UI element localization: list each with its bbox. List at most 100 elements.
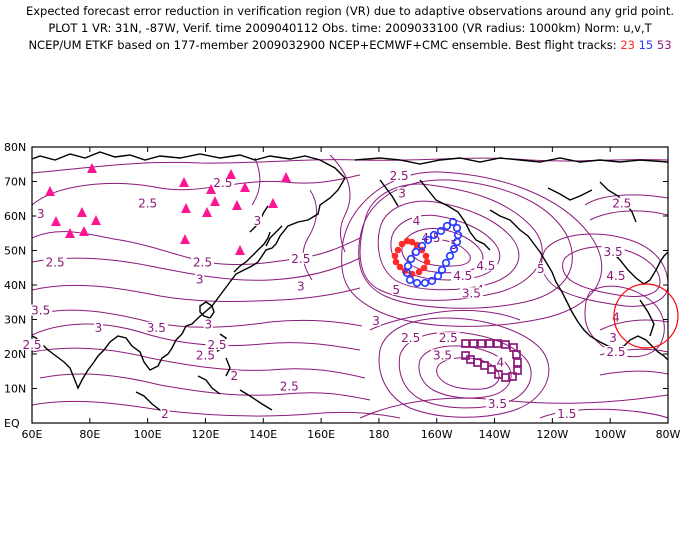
- contour-label: 2.5: [612, 197, 631, 211]
- contour-label-bg: [387, 170, 411, 182]
- lon-tick-label: 100W: [594, 428, 626, 441]
- contour-label-bg: [391, 283, 401, 295]
- contour-label: 2.5: [291, 252, 310, 266]
- contour-label: 3.5: [462, 286, 481, 300]
- map-title-line-1: Expected forecast error reduction in ver…: [25, 4, 675, 18]
- contour-label-bg: [604, 346, 628, 357]
- lon-tick-label: 140W: [479, 428, 511, 441]
- contour-label: 4: [413, 214, 421, 228]
- contour-label-bg: [611, 311, 621, 323]
- lon-tick-label: 140E: [249, 428, 277, 441]
- contour-label-bg: [203, 318, 213, 330]
- contour-label: 4: [612, 311, 620, 325]
- contour-label-bg: [193, 349, 217, 361]
- triangle-marker: [202, 207, 212, 217]
- contour-label-bg: [29, 304, 53, 316]
- contour-label: 3: [254, 214, 262, 228]
- contour-label: 5: [537, 262, 545, 276]
- contour-label: 3: [398, 186, 406, 200]
- contour-label-bg: [459, 287, 483, 299]
- contour-label: 2.5: [401, 331, 420, 345]
- lat-tick-label: 60N: [4, 210, 26, 223]
- contour-label: 3.5: [488, 397, 507, 411]
- contour-label: 4.5: [476, 259, 495, 273]
- contour-label-bg: [431, 349, 455, 361]
- lon-tick-label: 80W: [656, 428, 681, 441]
- contour-label-bg: [608, 332, 618, 344]
- contour-label: 2.5: [280, 380, 299, 394]
- contour-label-bg: [144, 321, 168, 333]
- contour-value-labels: 2.52.532.5 2.532.533.53 3.52.532.52.522.53…: [20, 169, 634, 421]
- lat-tick-label: 20N: [4, 348, 26, 361]
- lat-tick-label: EQ: [4, 417, 20, 430]
- contour-label-bg: [160, 408, 170, 420]
- contour-label-bg: [229, 370, 239, 382]
- contour-label-bg: [36, 208, 46, 219]
- triangle-marker: [77, 207, 87, 217]
- contour-label-bg: [495, 356, 505, 368]
- contour-label-bg: [296, 280, 306, 292]
- contour-label: 3.5: [433, 348, 452, 362]
- contour-label-bg: [371, 314, 381, 326]
- triangle-marker: [240, 182, 250, 192]
- triangle-marker: [87, 163, 97, 173]
- contour-label-bg: [604, 270, 628, 282]
- lat-tick-label: 50N: [4, 245, 26, 258]
- flight-track-53: [461, 339, 522, 382]
- contour-label-bg: [277, 380, 301, 392]
- contour-label: 4.5: [606, 269, 625, 283]
- contour-label: 3: [37, 207, 45, 221]
- triangle-marker: [206, 184, 216, 194]
- contour-label-bg: [436, 332, 460, 344]
- contour-label: 3: [372, 314, 380, 328]
- lon-tick-label: 120W: [536, 428, 568, 441]
- longitude-labels: 60E 80E 100E 120E 140E 160E 180 160W 140W 120W 100…: [22, 428, 681, 441]
- contour-label-bg: [485, 397, 509, 409]
- lon-tick-label: 180: [368, 428, 389, 441]
- contour-label-bg: [397, 187, 407, 199]
- contour-label: 2.5: [46, 255, 65, 269]
- lon-tick-label: 160E: [307, 428, 335, 441]
- contour-label: 5: [392, 283, 400, 297]
- map-title-line-3: NCEP/UM ETKF based on 177-member 2009032…: [0, 38, 700, 52]
- contour-label-bg: [601, 245, 625, 257]
- triangle-marker: [51, 216, 61, 226]
- triangle-marker: [181, 203, 191, 213]
- contour-label-bg: [191, 256, 215, 268]
- triangle-marker: [281, 172, 291, 182]
- contour-label: 2: [231, 369, 239, 383]
- contour-label: 2.5: [196, 348, 215, 362]
- triangle-marker: [226, 169, 236, 179]
- contour-lines: [32, 154, 668, 419]
- lon-tick-label: 60E: [22, 428, 43, 441]
- lat-tick-label: 30N: [4, 314, 26, 327]
- triangle-marker: [268, 198, 278, 208]
- contour-label-bg: [211, 176, 235, 188]
- triangle-marker: [179, 177, 189, 187]
- map-title-line-2: PLOT 1 VR: 31N, -87W, Verif. time 200904…: [48, 21, 652, 35]
- triangle-marker: [232, 200, 242, 210]
- contour-label-bg: [610, 197, 634, 209]
- contour-label-bg: [536, 263, 546, 275]
- contour-label: 2.5: [138, 197, 157, 211]
- contour-label: 2.5: [439, 331, 458, 345]
- contour-label: 3.5: [604, 245, 623, 259]
- triangle-marker: [180, 234, 190, 244]
- triangle-marker: [65, 228, 75, 238]
- contour-label-bg: [289, 252, 313, 264]
- contour-label: 2: [161, 407, 169, 421]
- contour-label: 4: [497, 355, 505, 369]
- contour-label: 2.5: [606, 345, 625, 359]
- contour-label-bg: [411, 214, 421, 226]
- contour-label: 2.5: [390, 169, 409, 183]
- flight-track-15: [402, 217, 463, 288]
- contour-label: 3: [95, 321, 103, 335]
- contour-label: 2.5: [213, 176, 232, 190]
- contour-label: 2.5: [207, 338, 226, 352]
- contour-label: 3: [205, 317, 213, 331]
- lat-tick-label: 10N: [4, 383, 26, 396]
- contour-label: 4.5: [453, 269, 472, 283]
- contour-label-bg: [136, 197, 160, 209]
- verification-region-circle: [613, 283, 679, 349]
- map-frame: [31, 146, 669, 424]
